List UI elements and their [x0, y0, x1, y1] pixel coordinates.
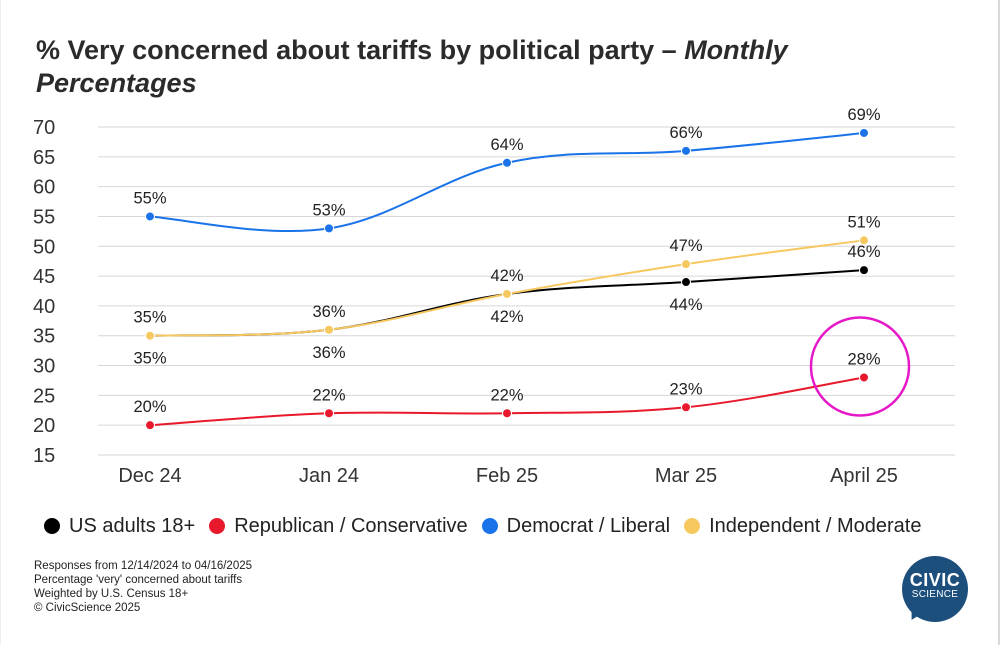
data-label-democrat-liberal-feb-25: 64%	[490, 136, 523, 154]
data-label-democrat-liberal-jan-24: 53%	[312, 201, 345, 219]
legend-label-independent: Independent / Moderate	[709, 514, 922, 537]
y-tick-label-50: 50	[33, 236, 55, 258]
data-label-republican-conservative-dec-24: 20%	[133, 398, 166, 416]
y-tick-label-35: 35	[33, 326, 55, 348]
data-point-republican-conservative-dec-24	[145, 420, 155, 431]
data-point-democrat-liberal-dec-24	[145, 211, 155, 222]
logo-badge: CIVIC SCIENCE	[902, 556, 968, 622]
x-tick-label-jan-24: Jan 24	[299, 465, 359, 487]
x-tick-label-april-25: April 25	[830, 465, 898, 487]
y-tick-label-15: 15	[33, 445, 55, 467]
y-tick-label-45: 45	[33, 266, 55, 288]
y-tick-label-20: 20	[33, 415, 55, 437]
legend-label-democrat: Democrat / Liberal	[506, 514, 671, 537]
data-label-democrat-liberal-dec-24: 55%	[133, 189, 166, 207]
data-label-independent-moderate-dec-24: 35%	[133, 309, 166, 327]
data-point-republican-conservative-feb-25	[502, 408, 512, 419]
legend-label-republican: Republican / Conservative	[234, 514, 468, 537]
data-label-us-adults-18-mar-25: 44%	[669, 296, 702, 314]
y-tick-label-40: 40	[33, 296, 55, 318]
y-tick-label-55: 55	[33, 206, 55, 228]
legend-dot-us-adults	[44, 518, 60, 534]
data-point-us-adults-18-april-25	[859, 265, 869, 276]
footnotes: Responses from 12/14/2024 to 04/16/2025 …	[34, 559, 252, 615]
data-point-independent-moderate-jan-24	[324, 324, 334, 335]
legend: US adults 18+ Republican / Conservative …	[44, 511, 935, 541]
data-label-independent-moderate-mar-25: 47%	[669, 237, 702, 255]
data-label-democrat-liberal-april-25: 69%	[847, 106, 880, 124]
data-label-republican-conservative-jan-24: 22%	[312, 386, 345, 404]
y-tick-label-30: 30	[33, 356, 55, 378]
x-tick-label-feb-25: Feb 25	[476, 465, 538, 487]
legend-item-us-adults: US adults 18+	[44, 515, 195, 538]
data-point-democrat-liberal-feb-25	[502, 157, 512, 168]
data-label-republican-conservative-feb-25: 22%	[490, 386, 523, 404]
data-label-independent-moderate-april-25: 51%	[847, 213, 880, 231]
data-point-republican-conservative-mar-25	[681, 402, 691, 413]
legend-item-independent: Independent / Moderate	[684, 515, 921, 538]
legend-dot-republican	[209, 518, 226, 534]
data-label-independent-moderate-feb-25: 42%	[490, 267, 523, 285]
data-label-us-adults-18-feb-25: 42%	[490, 308, 523, 326]
y-tick-label-70: 70	[33, 117, 55, 139]
data-label-independent-moderate-jan-24: 36%	[312, 303, 345, 321]
data-label-us-adults-18-april-25: 46%	[847, 243, 880, 261]
data-label-democrat-liberal-mar-25: 66%	[669, 124, 702, 142]
y-tick-label-60: 60	[33, 177, 55, 199]
civicscience-logo: CIVIC SCIENCE	[902, 556, 972, 626]
logo-text-bottom: SCIENCE	[911, 589, 959, 600]
data-point-independent-moderate-dec-24	[145, 330, 155, 341]
data-point-republican-conservative-april-25	[859, 372, 869, 383]
legend-item-republican: Republican / Conservative	[209, 514, 468, 538]
y-tick-label-25: 25	[33, 385, 55, 407]
highlight-circle	[809, 316, 911, 417]
footnote-metric: Percentage 'very' concerned about tariff…	[34, 574, 243, 586]
logo-text-top: CIVIC	[909, 570, 961, 590]
data-label-us-adults-18-jan-24: 36%	[312, 344, 345, 362]
legend-dot-independent	[684, 518, 701, 534]
legend-label-us-adults: US adults 18+	[69, 514, 196, 537]
data-point-democrat-liberal-jan-24	[324, 223, 334, 234]
legend-item-democrat: Democrat / Liberal	[481, 514, 671, 538]
data-point-us-adults-18-mar-25	[681, 277, 691, 288]
data-point-democrat-liberal-mar-25	[681, 145, 691, 156]
x-tick-label-mar-25: Mar 25	[655, 465, 717, 487]
data-label-republican-conservative-april-25: 28%	[847, 350, 880, 368]
chart-title: % Very concerned about tariffs by politi…	[36, 34, 856, 100]
footnote-copyright: © CivicScience 2025	[34, 602, 141, 614]
chart-title-main: % Very concerned about tariffs by politi…	[36, 35, 685, 65]
data-point-republican-conservative-jan-24	[324, 408, 334, 419]
footnote-weighting: Weighted by U.S. Census 18+	[34, 588, 189, 600]
chart-title-italic: Monthly Percentages	[36, 35, 788, 98]
x-tick-label-dec-24: Dec 24	[118, 465, 181, 487]
data-point-independent-moderate-april-25	[859, 235, 869, 246]
data-point-independent-moderate-mar-25	[681, 259, 691, 270]
footnote-date-range: Responses from 12/14/2024 to 04/16/2025	[34, 560, 253, 572]
data-point-independent-moderate-feb-25	[502, 288, 512, 299]
y-tick-label-65: 65	[33, 147, 55, 169]
data-label-republican-conservative-mar-25: 23%	[669, 380, 702, 398]
data-point-democrat-liberal-april-25	[859, 127, 869, 138]
legend-dot-democrat	[481, 518, 498, 534]
data-label-us-adults-18-dec-24: 35%	[133, 350, 166, 368]
